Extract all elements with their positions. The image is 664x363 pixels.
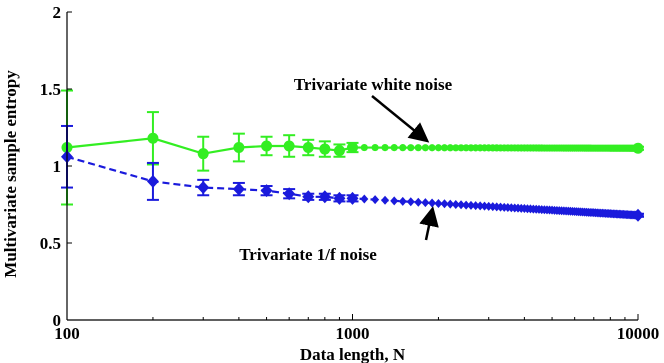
series-layer bbox=[61, 89, 644, 222]
annotations: Trivariate white noise Trivariate 1/f noi… bbox=[239, 75, 452, 264]
data-point bbox=[462, 200, 471, 210]
data-point bbox=[446, 144, 454, 152]
y-tick-label: 0 bbox=[53, 311, 62, 330]
data-point bbox=[197, 148, 209, 160]
annotation-arrow bbox=[419, 206, 439, 241]
data-point bbox=[302, 190, 315, 204]
data-point bbox=[371, 143, 379, 152]
data-point bbox=[390, 196, 399, 206]
data-point bbox=[147, 132, 159, 144]
data-point bbox=[260, 184, 273, 198]
data-point bbox=[428, 198, 437, 208]
data-point bbox=[407, 144, 415, 152]
y-axis-title: Multivariate sample entropy bbox=[1, 70, 20, 278]
x-tick-label: 100 bbox=[54, 324, 80, 343]
data-point bbox=[371, 195, 380, 205]
annotation-label: Trivariate white noise bbox=[294, 75, 453, 94]
data-point bbox=[346, 191, 359, 205]
annotation-arrow bbox=[371, 95, 430, 143]
data-point bbox=[283, 187, 296, 201]
y-tick-label: 0.5 bbox=[40, 234, 61, 253]
data-point bbox=[434, 198, 443, 208]
data-point bbox=[233, 142, 245, 154]
data-point bbox=[390, 144, 398, 152]
data-point bbox=[414, 144, 422, 152]
data-point bbox=[446, 199, 455, 209]
data-point bbox=[440, 144, 449, 152]
data-point bbox=[452, 144, 460, 152]
x-axis-title: Data length, N bbox=[300, 345, 406, 363]
x-tick-label: 10000 bbox=[617, 324, 660, 343]
data-point bbox=[466, 200, 475, 210]
data-point bbox=[457, 200, 466, 210]
data-point bbox=[632, 142, 644, 154]
data-point bbox=[381, 144, 389, 152]
data-point bbox=[451, 199, 460, 209]
data-point bbox=[302, 142, 314, 154]
data-point bbox=[347, 142, 358, 154]
annotation-label: Trivariate 1/f noise bbox=[239, 245, 377, 264]
data-point bbox=[406, 197, 415, 207]
data-point bbox=[381, 195, 390, 205]
data-point bbox=[421, 144, 429, 152]
data-point bbox=[360, 143, 368, 152]
data-point bbox=[399, 144, 407, 152]
data-point bbox=[476, 201, 485, 211]
data-point bbox=[471, 201, 480, 211]
data-point bbox=[232, 182, 245, 196]
data-point bbox=[319, 143, 331, 155]
data-point bbox=[360, 194, 369, 204]
y-tick-label: 2 bbox=[53, 3, 62, 22]
data-point bbox=[428, 144, 436, 152]
data-point bbox=[318, 190, 331, 204]
x-tick-label: 1000 bbox=[336, 324, 370, 343]
data-point bbox=[398, 196, 407, 206]
data-point bbox=[197, 181, 210, 195]
data-point bbox=[283, 140, 295, 152]
y-tick-label: 1.5 bbox=[40, 80, 61, 99]
y-tick-label: 1 bbox=[53, 157, 62, 176]
data-point bbox=[333, 145, 345, 157]
data-point bbox=[457, 144, 465, 152]
data-point bbox=[146, 174, 159, 188]
axes: 0 0.5 1 1.5 2 100 1000 10000 bbox=[40, 3, 660, 343]
data-point bbox=[434, 144, 443, 152]
data-point bbox=[333, 191, 346, 205]
series-0 bbox=[61, 89, 644, 206]
data-point bbox=[421, 198, 430, 208]
data-point bbox=[440, 199, 449, 209]
data-point bbox=[414, 197, 423, 207]
data-point bbox=[632, 208, 644, 222]
data-point bbox=[261, 140, 273, 152]
